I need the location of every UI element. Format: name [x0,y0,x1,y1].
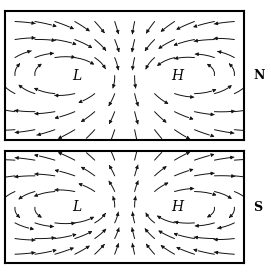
Text: A: A [120,159,130,172]
Text: N: N [253,69,265,82]
Text: L: L [72,200,82,214]
Text: H: H [171,69,183,83]
Text: H: H [171,200,183,214]
Text: L: L [72,69,82,83]
Text: S: S [253,201,263,214]
